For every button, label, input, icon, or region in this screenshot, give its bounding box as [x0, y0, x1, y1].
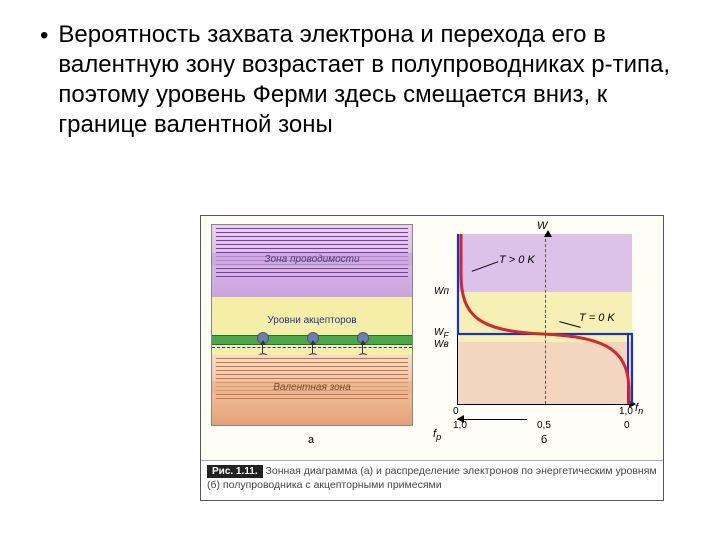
conduction-band-label: Зона проводимости — [212, 253, 412, 266]
curve-cold-label: T = 0 K — [579, 312, 615, 324]
bullet-text: Вероятность захвата электрона и перехода… — [58, 20, 680, 140]
conduction-band: Зона проводимости — [212, 225, 412, 297]
tick: 1,0 — [619, 406, 633, 417]
bullet-marker: • — [40, 20, 58, 140]
level-label-wp: Wп — [434, 286, 449, 297]
valence-band-label: Валентная зона — [212, 381, 412, 394]
band-diagram-panel: Зона проводимости Уровни акцепторов — [211, 224, 413, 426]
level-label-wv: Wв — [434, 339, 449, 350]
figure-caption: Рис. 1.11. Зонная диаграмма (а) и распре… — [201, 460, 663, 500]
bullet-item: • Вероятность захвата электрона и перехо… — [40, 20, 680, 140]
figure-body: Зона проводимости Уровни акцепторов — [201, 216, 663, 460]
tick: 0 — [624, 420, 630, 431]
panel-a-label: а — [211, 434, 411, 446]
caption-badge: Рис. 1.11. — [207, 465, 263, 478]
tick: 0,5 — [537, 420, 551, 431]
curve-hot-label: T > 0 K — [499, 254, 535, 266]
acceptors-label: Уровни акцепторов — [212, 315, 412, 326]
distribution-panel: W — [439, 224, 647, 434]
figure-1-11: Зона проводимости Уровни акцепторов — [200, 215, 664, 501]
caption-text: Зонная диаграмма (а) и распределение эле… — [207, 465, 657, 491]
x-axis-right-label: fn — [635, 402, 643, 416]
x-axis-left-label: fp — [433, 428, 441, 442]
panel-b-label: б — [457, 434, 631, 446]
valence-band: Валентная зона — [212, 355, 412, 425]
